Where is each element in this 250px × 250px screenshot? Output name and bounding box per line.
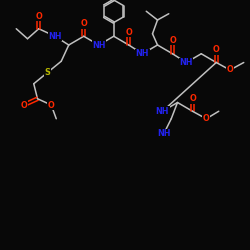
Text: O: O (203, 114, 209, 123)
Text: O: O (20, 100, 27, 110)
Text: NH: NH (180, 58, 193, 67)
Text: NH: NH (48, 32, 62, 41)
Text: S: S (44, 68, 51, 77)
Text: O: O (213, 46, 220, 54)
Text: O: O (226, 66, 233, 74)
Text: O: O (48, 100, 54, 110)
Text: O: O (36, 12, 42, 21)
Text: O: O (169, 36, 176, 45)
Text: O: O (189, 94, 196, 103)
Text: NH: NH (157, 129, 170, 138)
Text: O: O (80, 19, 87, 28)
Text: NH: NH (156, 107, 169, 116)
Text: NH: NH (92, 40, 106, 50)
Text: NH: NH (136, 49, 149, 58)
Text: O: O (126, 28, 132, 37)
